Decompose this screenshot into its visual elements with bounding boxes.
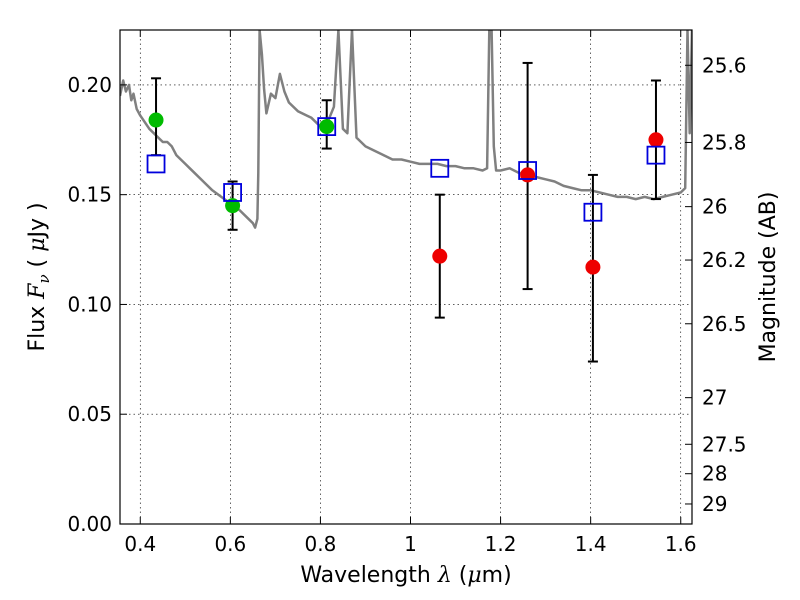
x-tick-label: 1.2 [485,532,517,556]
y2-tick-label: 26 [702,195,727,219]
ticks: 0.4 0.6 0.8 1 1.2 1.4 1.6 0.00 0.05 0.10 0.15 0.20 2… [67,30,747,556]
model-photometry-point [583,202,603,222]
data-point [432,248,448,264]
y-tick-label: 0.15 [67,183,112,207]
model-photometry-point [430,158,450,178]
y2-tick-label: 25.8 [702,130,747,154]
data-point [648,132,664,148]
model-photometry-point [146,154,166,174]
data-point [585,259,601,275]
markers [146,112,666,275]
data-point [148,112,164,128]
y2-axis-title: Magnitude (AB) [756,192,781,363]
y2-tick-label: 25.6 [702,53,747,77]
model-photometry-point [317,117,337,137]
x-tick-label: 0.6 [214,532,246,556]
y2-tick-label: 26.5 [702,312,747,336]
model-spectrum [120,30,692,229]
data-point [520,167,536,183]
model-photometry-point [223,183,242,202]
model-spectrum-line [120,30,692,229]
x-tick-label: 1 [404,532,417,556]
model-photometry-point [518,161,538,180]
data-point [225,198,241,214]
y2-tick-label: 27 [702,386,727,410]
data-point [319,119,335,135]
model-photometry-point [646,145,666,165]
x-tick-label: 0.8 [305,532,337,556]
y-tick-label: 0.00 [67,512,112,536]
y2-tick-label: 26.2 [702,248,747,272]
y-tick-label: 0.05 [67,402,112,426]
plot-frame [119,29,693,525]
y-axis-title: Flux Fν ( μJy ) [25,202,53,351]
y2-tick-label: 28 [702,462,727,486]
x-tick-label: 0.4 [124,532,156,556]
x-tick-label: 1.4 [575,532,607,556]
y2-tick-label: 27.5 [702,432,747,456]
y-tick-label: 0.10 [67,292,112,316]
y2-tick-label: 29 [702,492,727,516]
x-tick-label: 1.6 [665,532,697,556]
x-axis-title: Wavelength λ (μm) [300,563,511,588]
y-tick-label: 0.20 [67,73,112,97]
